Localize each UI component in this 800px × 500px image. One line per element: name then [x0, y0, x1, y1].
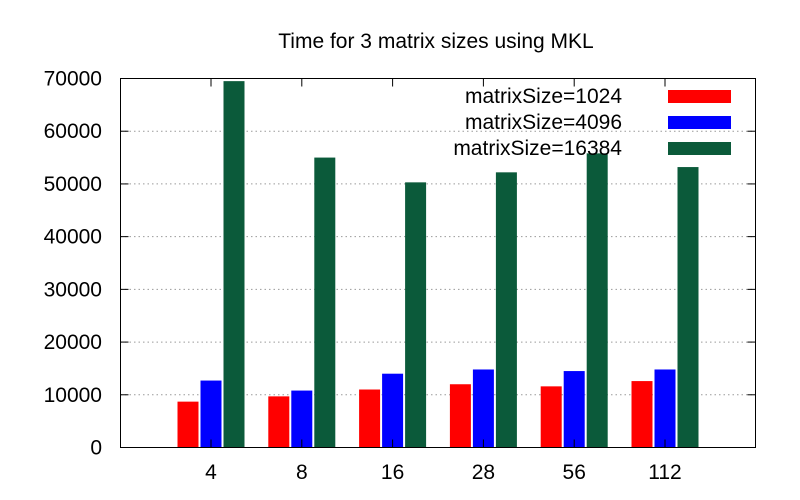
y-tick-label: 20000: [44, 331, 102, 354]
x-tick-label: 56: [563, 461, 586, 484]
x-axis-ticks: 4 8 16 28 56 112: [205, 78, 682, 484]
legend-label: matrixSize=16384: [453, 137, 622, 160]
bar-matrixsize-16384-56: [586, 153, 608, 448]
x-tick-label: 112: [648, 461, 681, 484]
bar-matrixsize-1024-28: [449, 384, 471, 448]
bar-matrixsize-16384-4: [223, 81, 245, 448]
bar-matrixsize-4096-8: [291, 390, 313, 448]
bars: [177, 81, 699, 448]
bar-matrixsize-1024-56: [540, 386, 562, 448]
plot-frame: [120, 78, 756, 448]
bar-matrixsize-4096-16: [382, 373, 404, 448]
bar-matrixsize-1024-112: [631, 381, 653, 448]
y-axis-ticks: 0 10000 20000 30000 40000 50000 60000 70000: [44, 68, 756, 460]
legend-swatch: [668, 116, 731, 129]
grid-lines: [120, 130, 756, 396]
bar-matrixsize-4096-4: [200, 380, 222, 448]
x-tick-label: 4: [205, 461, 217, 484]
legend-swatch: [668, 90, 731, 103]
bar-matrixsize-16384-16: [405, 182, 427, 448]
y-tick-label: 40000: [44, 226, 102, 249]
y-tick-label: 30000: [44, 278, 102, 301]
y-tick-label: 70000: [44, 68, 102, 91]
bar-matrixsize-1024-4: [177, 401, 199, 448]
y-tick-label: 0: [90, 437, 102, 460]
bar-matrixsize-16384-8: [314, 157, 336, 448]
legend: matrixSize=1024 matrixSize=4096 matrixSize…: [453, 85, 731, 160]
bar-matrixsize-1024-8: [268, 396, 290, 448]
legend-label: matrixSize=1024: [465, 85, 622, 108]
bar-matrixsize-4096-28: [472, 369, 494, 448]
y-tick-label: 50000: [44, 173, 102, 196]
bar-matrixsize-16384-112: [677, 167, 699, 448]
legend-swatch: [668, 142, 731, 155]
bar-matrixsize-4096-112: [654, 369, 676, 448]
y-tick-label: 60000: [44, 120, 102, 143]
bar-matrixsize-4096-56: [563, 371, 585, 448]
x-tick-label: 16: [381, 461, 404, 484]
chart-title: Time for 3 matrix sizes using MKL: [278, 30, 593, 53]
x-tick-label: 28: [472, 461, 495, 484]
y-tick-label: 10000: [44, 384, 102, 407]
bar-matrixsize-1024-16: [359, 389, 381, 448]
legend-label: matrixSize=4096: [465, 111, 622, 134]
x-tick-label: 8: [296, 461, 308, 484]
bar-matrixsize-16384-28: [495, 172, 517, 448]
